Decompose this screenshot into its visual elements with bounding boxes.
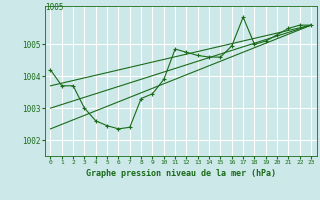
X-axis label: Graphe pression niveau de la mer (hPa): Graphe pression niveau de la mer (hPa)	[86, 169, 276, 178]
Text: 1005: 1005	[45, 3, 63, 12]
